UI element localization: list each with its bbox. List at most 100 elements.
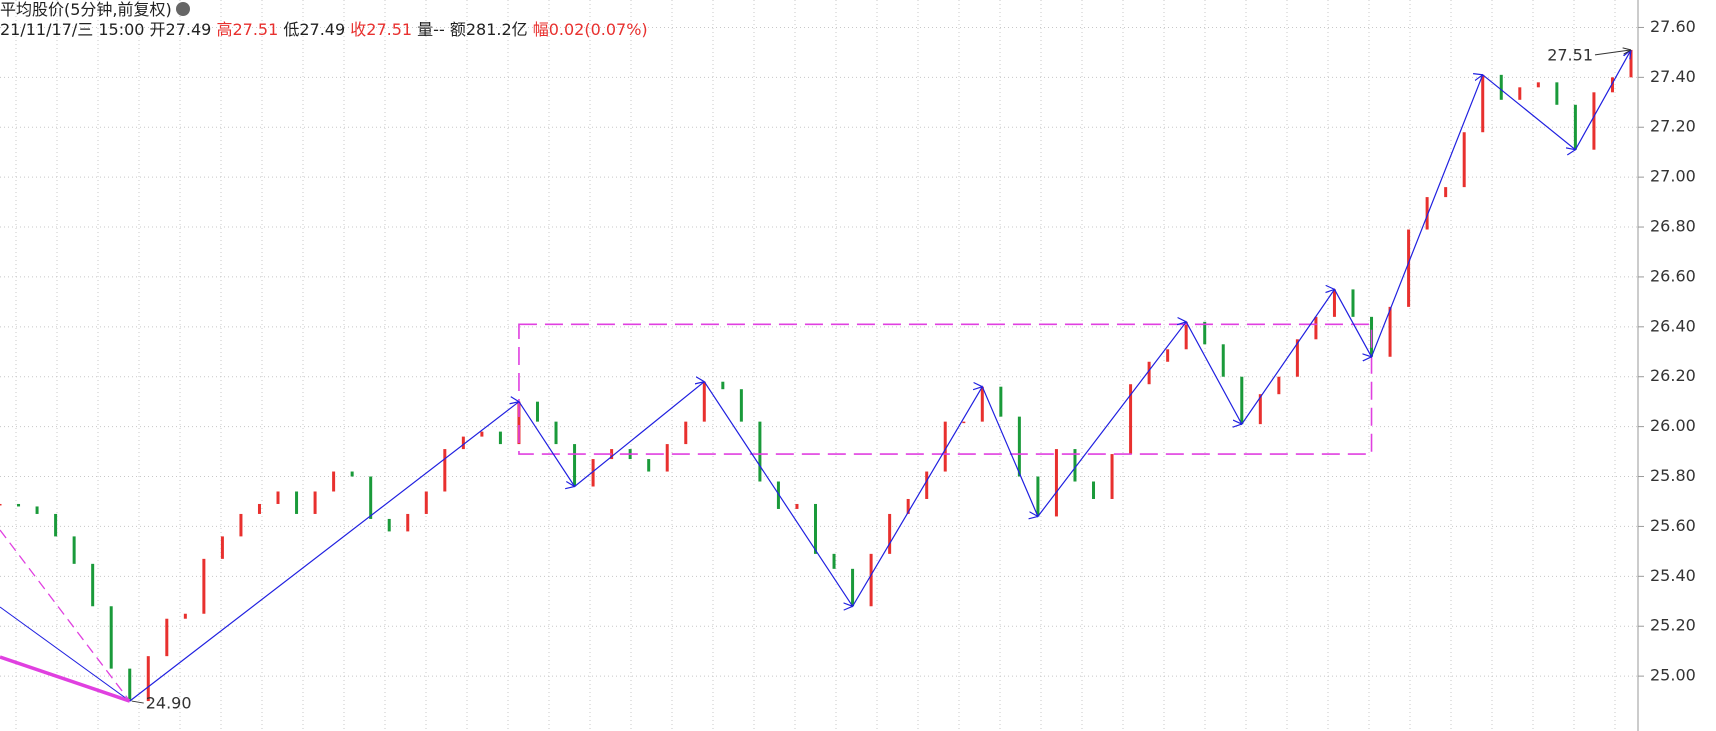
- candle: [739, 389, 743, 422]
- candle: [1110, 454, 1114, 499]
- candle: [1592, 92, 1596, 150]
- info-date: 21/11/17/三 15:00: [0, 20, 145, 39]
- candle: [183, 613, 187, 619]
- last-annotation: 27.51: [1547, 45, 1593, 64]
- candle: [535, 401, 539, 422]
- y-tick-label: 25.00: [1650, 666, 1696, 685]
- candle: [91, 563, 95, 607]
- candle: [684, 421, 688, 445]
- candle: [332, 471, 336, 492]
- candle: [0, 503, 2, 506]
- candle: [480, 431, 484, 437]
- y-tick-label: 26.00: [1650, 416, 1696, 435]
- candle: [350, 471, 354, 477]
- candle: [702, 381, 706, 422]
- candle: [1629, 49, 1633, 78]
- candle: [1184, 321, 1188, 350]
- candle: [721, 381, 725, 390]
- y-tick-label: 26.60: [1650, 266, 1696, 285]
- y-tick-label: 27.20: [1650, 117, 1696, 136]
- candle: [35, 506, 39, 514]
- candle: [239, 513, 243, 537]
- candle: [554, 421, 558, 445]
- candle: [1036, 476, 1040, 517]
- info-close: 收27.51: [350, 20, 413, 39]
- candle: [1203, 321, 1207, 345]
- info-row: 21/11/17/三 15:00 开27.49 高27.51 低27.49 收2…: [0, 20, 648, 40]
- y-tick-label: 27.00: [1650, 167, 1696, 186]
- candle: [406, 513, 410, 532]
- candle: [665, 444, 669, 472]
- y-tick-label: 27.60: [1650, 17, 1696, 36]
- candle: [1147, 361, 1151, 385]
- info-amount: 额281.2亿: [449, 20, 528, 39]
- candle: [999, 386, 1003, 417]
- candle: [832, 553, 836, 569]
- candle: [313, 491, 317, 514]
- info-high: 高27.51: [216, 20, 279, 39]
- zigzag: [129, 50, 1631, 702]
- candle: [276, 491, 280, 504]
- y-tick-label: 25.60: [1650, 516, 1696, 535]
- candle: [795, 503, 799, 509]
- candle: [869, 553, 873, 607]
- chart-title: 平均股价(5分钟,前复权): [0, 0, 172, 19]
- trend-line: [0, 606, 131, 702]
- y-tick-label: 26.80: [1650, 217, 1696, 236]
- y-tick-label: 25.40: [1650, 566, 1696, 585]
- candle: [1277, 376, 1281, 395]
- candle: [1462, 132, 1466, 188]
- y-tick-label: 25.80: [1650, 466, 1696, 485]
- candle: [424, 491, 428, 514]
- y-tick-label: 25.20: [1650, 616, 1696, 635]
- candle: [257, 503, 261, 514]
- low-pointer: [131, 700, 144, 704]
- candle: [573, 444, 577, 487]
- candle: [814, 503, 817, 554]
- fan-line: [0, 529, 131, 702]
- candle: [1573, 104, 1577, 150]
- candle: [1407, 229, 1411, 307]
- dropdown-icon[interactable]: [175, 2, 190, 16]
- candle: [1351, 289, 1355, 317]
- candle: [647, 459, 651, 472]
- candle: [387, 518, 391, 532]
- candle: [109, 606, 113, 669]
- candle: [17, 503, 21, 507]
- info-low: 低27.49: [283, 20, 346, 39]
- fan-line-thick: [0, 655, 131, 703]
- candle: [1054, 449, 1058, 517]
- candle: [72, 536, 76, 564]
- title-row: 平均股价(5分钟,前复权): [0, 0, 648, 20]
- candle: [925, 471, 929, 499]
- candle: [962, 421, 966, 424]
- candle: [1444, 187, 1448, 198]
- last-pointer: [1594, 50, 1631, 56]
- candle: [146, 656, 150, 702]
- candle: [295, 491, 299, 514]
- candle: [1332, 289, 1336, 317]
- candle: [851, 568, 855, 607]
- candle: [1092, 481, 1096, 499]
- candle: [1017, 416, 1021, 477]
- low-annotation: 24.90: [146, 694, 192, 713]
- candle: [1314, 316, 1318, 340]
- header: 平均股价(5分钟,前复权) 21/11/17/三 15:00 开27.49 高2…: [0, 0, 648, 40]
- info-change: 幅0.02(0.07%): [532, 20, 648, 39]
- candle: [443, 449, 447, 492]
- candle: [1499, 74, 1503, 100]
- y-tick-label: 26.40: [1650, 316, 1696, 335]
- candle: [369, 476, 373, 519]
- candle: [128, 668, 132, 702]
- candle: [202, 558, 206, 614]
- candle: [758, 421, 762, 482]
- candle: [1481, 74, 1485, 133]
- y-tick-label: 27.40: [1650, 67, 1696, 86]
- candle: [1536, 82, 1540, 88]
- candle: [54, 513, 58, 537]
- candle: [1166, 349, 1170, 362]
- info-volume: 量--: [417, 20, 445, 39]
- candle: [1240, 376, 1244, 425]
- candle: [165, 618, 169, 657]
